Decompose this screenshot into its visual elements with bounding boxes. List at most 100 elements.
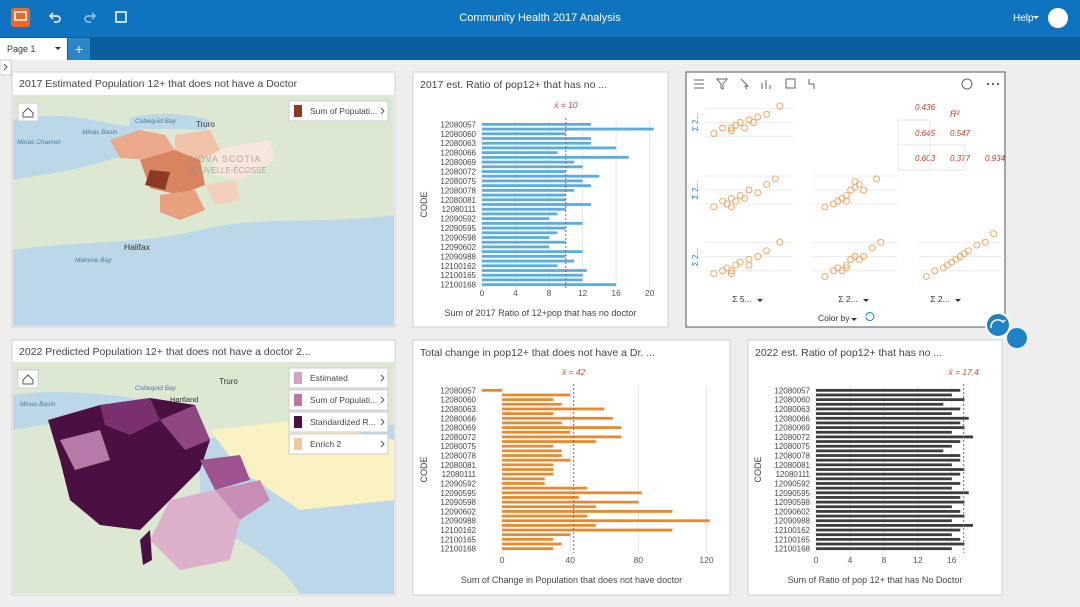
legend-chip[interactable] (288, 100, 389, 122)
y-tick-label: 12080111 (442, 205, 477, 214)
y-tick-label: 12080072 (440, 168, 476, 177)
bar (502, 430, 571, 434)
bar (816, 510, 961, 513)
y-tick-label: 12090988 (774, 517, 810, 526)
bar (816, 412, 952, 416)
y-tick-label: 12090988 (440, 252, 476, 261)
bar (482, 141, 591, 145)
add-page-button[interactable] (68, 38, 90, 60)
card-title: Total change in pop12+ that does not hav… (420, 347, 655, 359)
card-title: 2017 est. Ratio of pop12+ that has no ..… (420, 79, 607, 91)
legend-chip[interactable] (288, 367, 389, 389)
y-tick-label: 12090988 (440, 517, 476, 526)
add-page-label: + (75, 41, 83, 57)
home-button[interactable] (17, 369, 39, 389)
bar (502, 416, 613, 420)
undo-button[interactable] (48, 12, 61, 23)
point (741, 124, 749, 132)
bar (502, 440, 596, 443)
scatter-card[interactable] (685, 71, 1006, 328)
card-title: 2022 est. Ratio of pop12+ that has no ..… (755, 347, 942, 359)
refresh-icon[interactable] (865, 312, 875, 321)
map-1[interactable]: Sum of Populati... Truro Cobequid Bay Mi… (13, 95, 394, 326)
y-tick-label: 12080066 (440, 149, 476, 158)
bar (482, 188, 575, 192)
bar (502, 547, 554, 551)
point (736, 258, 744, 266)
bar (502, 407, 605, 411)
bar (816, 458, 961, 462)
bar (482, 231, 558, 235)
y-tick-label: 12080063 (440, 405, 476, 414)
tool-icon[interactable] (761, 80, 771, 89)
y-tick-label: 12100168 (774, 545, 810, 554)
tool-icon[interactable] (715, 78, 729, 90)
side-toggle[interactable] (0, 59, 12, 76)
tool-icon[interactable] (785, 78, 796, 89)
point (851, 178, 859, 186)
legend-chip[interactable] (288, 389, 389, 411)
point (877, 238, 885, 246)
home-button[interactable] (17, 102, 39, 122)
map-label: NOUVELLE-ÉCOSSE (188, 166, 267, 175)
legend-chip[interactable] (288, 433, 389, 455)
bar (502, 528, 673, 532)
legend-swatch (294, 372, 302, 384)
tool-icon[interactable] (694, 79, 704, 89)
color-by-label: Color by (818, 313, 850, 323)
bar (482, 170, 566, 173)
point (960, 250, 968, 258)
legend-label: Enrich 2 (310, 439, 341, 449)
bar-card[interactable] (412, 339, 731, 596)
bar (502, 505, 596, 509)
bar (502, 463, 554, 467)
help-menu[interactable]: Help (1013, 13, 1034, 24)
app-logo[interactable] (11, 8, 30, 27)
point (727, 124, 735, 132)
point (763, 247, 771, 255)
x-field-label: Σ 2... (930, 294, 949, 304)
point (842, 264, 850, 272)
point (776, 238, 784, 246)
legend-chip[interactable] (288, 411, 389, 433)
y-tick-label: 12100162 (774, 526, 810, 535)
bar (816, 477, 952, 481)
info-icon[interactable] (961, 78, 973, 90)
legend-swatch (294, 416, 302, 428)
page-tab-label: Page 1 (7, 44, 36, 54)
mean-label: x̄ = 10 (553, 100, 578, 110)
bar (482, 165, 583, 169)
bar (482, 254, 566, 258)
bar (502, 458, 571, 462)
y-tick-label: 12090602 (440, 243, 476, 252)
y-tick-label: 12080078 (440, 452, 476, 461)
map-2[interactable]: Estimated Sum of Populati... Standardize… (13, 362, 394, 594)
bar (816, 468, 965, 471)
bar (482, 217, 550, 221)
bar (502, 510, 673, 513)
r2-value: 0.377 (950, 154, 971, 163)
legend-label: Sum of Populati... (310, 395, 377, 405)
axis-title: CODE (419, 456, 429, 482)
point (842, 197, 850, 205)
axis-title: CODE (419, 191, 429, 217)
mean-label: x̄ = 17.4 (947, 367, 979, 377)
tool-icon[interactable] (808, 79, 815, 89)
bar-card[interactable] (747, 339, 1003, 596)
map-label: Cobequid Bay (135, 118, 177, 125)
redo-button[interactable] (84, 12, 97, 23)
bar (482, 155, 629, 159)
y-tick-label: 12090595 (440, 224, 476, 233)
flip-card-button[interactable] (1006, 328, 1027, 348)
flip-card-button[interactable] (985, 312, 1011, 338)
y-tick-label: 12090592 (440, 215, 476, 224)
point (754, 113, 762, 121)
y-tick-label: 12080066 (774, 414, 810, 423)
header-bar (0, 0, 1080, 37)
user-avatar[interactable] (1048, 8, 1068, 28)
page-tab[interactable] (0, 38, 67, 60)
save-button[interactable] (115, 11, 127, 23)
tool-icon[interactable] (740, 78, 750, 90)
bar (502, 454, 562, 457)
